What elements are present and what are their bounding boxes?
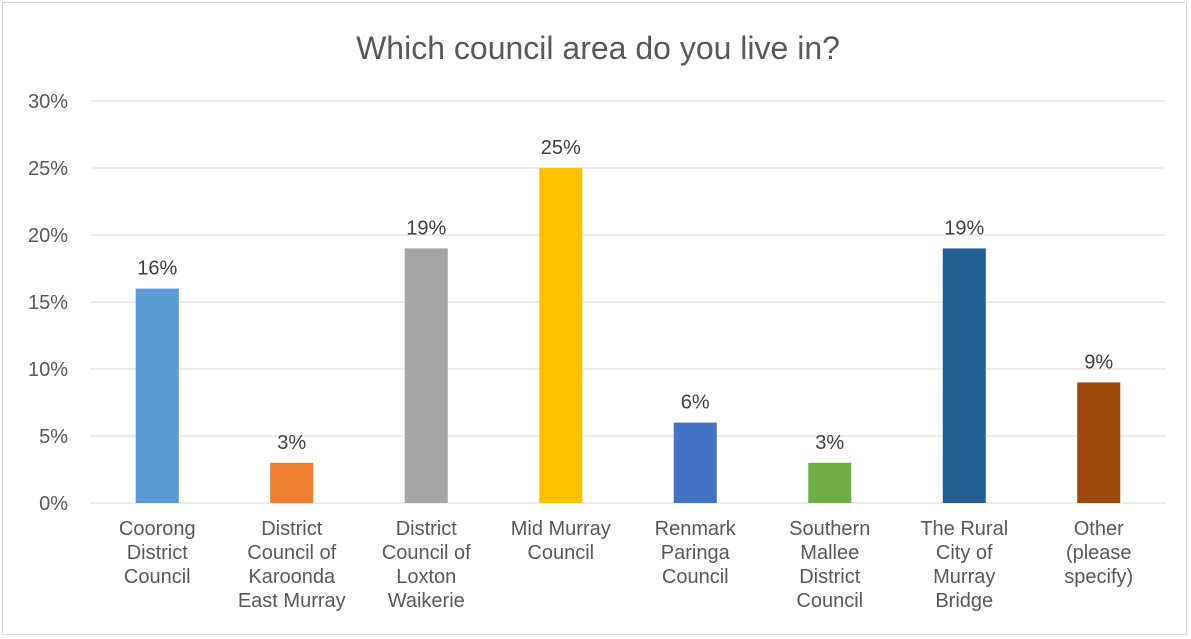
category-label-line: Council of <box>382 542 471 564</box>
category-label-line: The Rural <box>920 518 1008 540</box>
category-label-line: Council <box>796 590 863 612</box>
bars <box>135 168 1121 503</box>
data-label: 16% <box>137 258 177 280</box>
category-label: Other (please specify) <box>1064 518 1133 588</box>
category-label: Renmark Paringa Council <box>655 518 737 588</box>
y-tick-label: 15% <box>28 292 68 314</box>
bar <box>135 288 179 503</box>
bar <box>1077 382 1121 503</box>
data-label: 25% <box>541 137 581 159</box>
y-axis-ticks: 0% 5% 10% 15% 20% 25% 30% <box>28 91 68 515</box>
bar <box>808 462 852 503</box>
category-label-line: Council <box>527 542 594 564</box>
data-label: 6% <box>681 392 710 414</box>
data-labels: 16% 3% 19% 25% 6% 3% 19% 9% <box>137 137 1113 454</box>
category-label-line: Loxton <box>396 566 456 588</box>
category-label: Coorong District Council <box>119 518 196 588</box>
y-tick-label: 25% <box>28 158 68 180</box>
category-label: The Rural City of Murray Bridge <box>920 518 1008 612</box>
category-label-line: Southern <box>789 518 870 540</box>
category-label-line: Karoonda <box>248 566 336 588</box>
category-label-line: District <box>127 542 189 564</box>
category-label-line: Council of <box>247 542 336 564</box>
category-label-line: District <box>799 566 861 588</box>
category-label-line: Waikerie <box>388 590 465 612</box>
bar <box>539 168 583 503</box>
data-label: 19% <box>406 217 446 239</box>
category-label: Southern Mallee District Council <box>789 518 870 612</box>
category-label-line: Mallee <box>800 542 859 564</box>
y-tick-label: 5% <box>39 426 68 448</box>
bar <box>673 422 717 503</box>
category-label-line: Coorong <box>119 518 196 540</box>
category-label-line: Mid Murray <box>511 518 611 540</box>
data-label: 3% <box>815 432 844 454</box>
category-label-line: Paringa <box>661 542 731 564</box>
y-tick-label: 30% <box>28 91 68 113</box>
category-label-line: Renmark <box>655 518 737 540</box>
category-label-line: Murray <box>933 566 995 588</box>
category-label-line: District <box>396 518 458 540</box>
data-label: 3% <box>277 432 306 454</box>
category-label: District Council of Loxton Waikerie <box>382 518 471 612</box>
data-label: 9% <box>1084 351 1113 373</box>
category-label-line: specify) <box>1064 566 1133 588</box>
category-label-line: City of <box>936 542 993 564</box>
category-label-line: District <box>261 518 323 540</box>
y-tick-label: 0% <box>39 493 68 515</box>
bar <box>942 248 986 503</box>
gridlines <box>90 100 1166 504</box>
category-label-line: (please <box>1066 542 1132 564</box>
y-tick-label: 20% <box>28 225 68 247</box>
chart-title: Which council area do you live in? <box>356 30 840 66</box>
category-label-line: Bridge <box>935 590 993 612</box>
category-label-line: Other <box>1074 518 1124 540</box>
bar <box>270 462 314 503</box>
category-label-line: East Murray <box>238 590 346 612</box>
bar <box>404 248 448 503</box>
category-label-line: Council <box>662 566 729 588</box>
category-label-line: Council <box>124 566 191 588</box>
data-label: 19% <box>944 217 984 239</box>
category-label: Mid Murray Council <box>511 518 611 564</box>
y-tick-label: 10% <box>28 359 68 381</box>
category-label: District Council of Karoonda East Murray <box>238 518 346 612</box>
